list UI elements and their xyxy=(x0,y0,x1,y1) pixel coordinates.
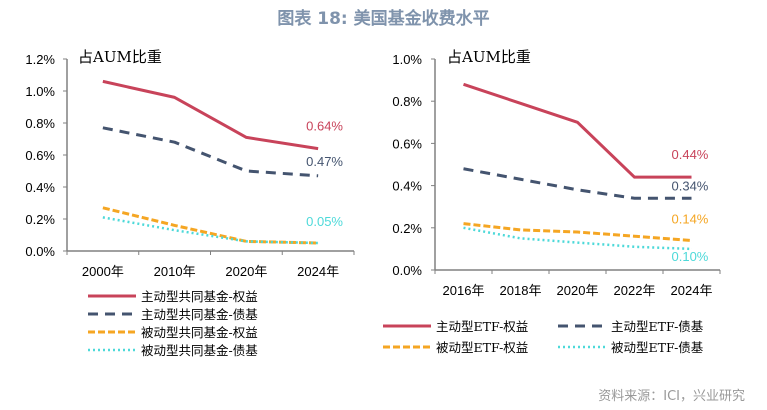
x-tick-label: 2016年 xyxy=(443,283,485,298)
end-value-label-active_bond: 0.34% xyxy=(672,178,709,193)
y-tick-label: 0.2% xyxy=(392,221,422,236)
x-tick-label: 2000年 xyxy=(82,264,124,279)
y-unit-label: 占AUM比重 xyxy=(78,48,162,66)
y-tick-label: 0.0% xyxy=(25,244,55,259)
series-line-active_equity xyxy=(102,79,319,151)
legend-label-passive_bond: 被动型共同基金-债基 xyxy=(141,343,258,358)
end-value-label-active_bond: 0.47% xyxy=(306,154,343,169)
y-tick-label: 0.8% xyxy=(392,94,422,109)
y-tick-label: 1.2% xyxy=(25,52,55,67)
legend-label-passive_equity: 被动型共同基金-权益 xyxy=(141,325,258,340)
legend-label-passive_bond: 被动型ETF-债基 xyxy=(611,340,704,355)
y-tick-label: 0.4% xyxy=(392,179,422,194)
y-tick-label: 0.4% xyxy=(25,180,55,195)
x-tick-label: 2020年 xyxy=(225,264,267,279)
source-note: 资料来源：ICI，兴业研究 xyxy=(598,389,745,404)
end-value-label-passive_equity: 0.14% xyxy=(672,211,709,226)
chart-etfs: 0.0% 0.2% 0.4% 0.6% 0.8% 1.0% 2016年 2018年 2020年 2… xyxy=(383,48,721,355)
series-line-active_bond xyxy=(463,167,692,200)
figure-title: 图表 18: 美国基金收费水平 xyxy=(277,9,490,29)
x-tick-label: 2024年 xyxy=(297,264,339,279)
series-line-passive_bond xyxy=(102,216,319,245)
legend-label-active_equity: 主动型ETF-权益 xyxy=(436,319,528,334)
end-value-label-passive_bond: 0.05% xyxy=(306,214,343,229)
chart-mutual-funds: 0.0% 0.2% 0.4% 0.6% 0.8% 1.0% 1.2% 2000年 2010年 20… xyxy=(25,48,355,358)
y-tick-label: 0.8% xyxy=(25,116,55,131)
legend-label-passive_equity: 被动型ETF-权益 xyxy=(436,340,528,355)
y-tick-label: 1.0% xyxy=(25,84,55,99)
y-tick-label: 0.6% xyxy=(25,148,55,163)
y-tick-label: 0.0% xyxy=(392,263,422,278)
end-value-label-active_equity: 0.44% xyxy=(672,147,709,162)
y-tick-label: 1.0% xyxy=(392,52,422,67)
end-value-label-passive_bond: 0.10% xyxy=(672,249,709,264)
legend-label-active_bond: 主动型ETF-债基 xyxy=(611,319,704,334)
x-tick-label: 2018年 xyxy=(500,283,542,298)
legend-label-active_bond: 主动型共同基金-债基 xyxy=(141,307,258,322)
y-tick-label: 0.6% xyxy=(392,136,422,151)
end-value-label-active_equity: 0.64% xyxy=(306,119,343,134)
x-tick-label: 2024年 xyxy=(671,283,713,298)
y-tick-label: 0.2% xyxy=(25,212,55,227)
legend-label-active_equity: 主动型共同基金-权益 xyxy=(141,289,258,304)
x-tick-label: 2020年 xyxy=(557,283,599,298)
series-line-active_equity xyxy=(463,82,692,179)
x-tick-label: 2010年 xyxy=(154,264,196,279)
x-tick-label: 2022年 xyxy=(614,283,656,298)
series-line-passive_equity xyxy=(102,206,319,245)
y-unit-label: 占AUM比重 xyxy=(447,48,531,66)
series-line-active_bond xyxy=(102,126,319,178)
